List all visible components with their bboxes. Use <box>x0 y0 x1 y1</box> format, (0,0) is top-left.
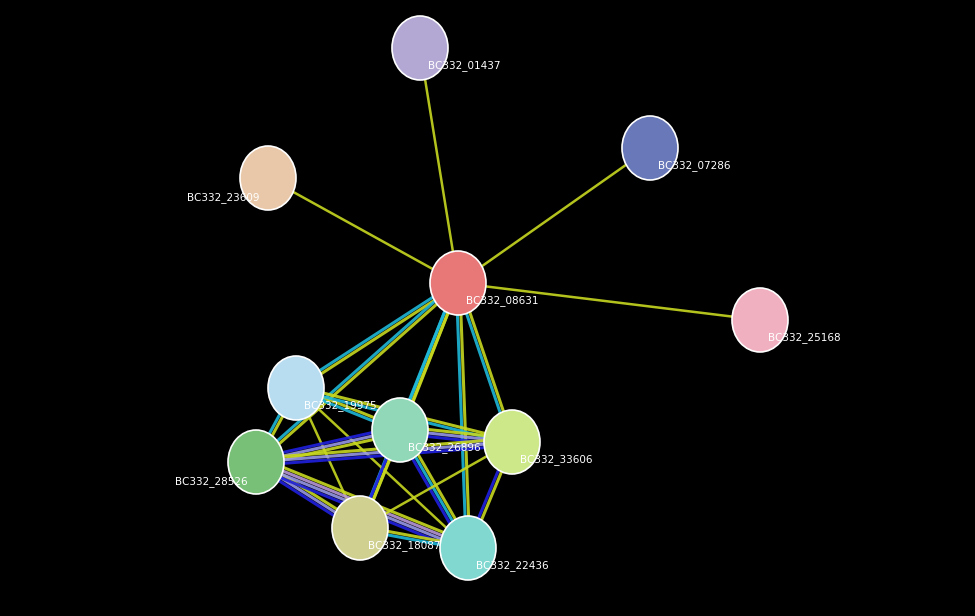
Ellipse shape <box>372 398 428 462</box>
Ellipse shape <box>430 251 486 315</box>
Text: BC332_22436: BC332_22436 <box>476 560 549 571</box>
Ellipse shape <box>440 516 496 580</box>
Text: BC332_01437: BC332_01437 <box>428 60 500 71</box>
Text: BC332_23609: BC332_23609 <box>187 192 260 203</box>
Text: BC332_28526: BC332_28526 <box>176 476 248 487</box>
Ellipse shape <box>392 16 448 80</box>
Ellipse shape <box>240 146 296 210</box>
Text: BC332_33606: BC332_33606 <box>520 454 593 465</box>
Text: BC332_07286: BC332_07286 <box>658 160 730 171</box>
Text: BC332_08631: BC332_08631 <box>466 295 538 306</box>
Ellipse shape <box>484 410 540 474</box>
Text: BC332_25168: BC332_25168 <box>768 332 840 343</box>
Ellipse shape <box>228 430 284 494</box>
Text: BC332_26896: BC332_26896 <box>408 442 481 453</box>
Ellipse shape <box>332 496 388 560</box>
Ellipse shape <box>732 288 788 352</box>
Ellipse shape <box>622 116 678 180</box>
Text: BC332_19975: BC332_19975 <box>304 400 376 411</box>
Text: BC332_18087: BC332_18087 <box>368 540 441 551</box>
Ellipse shape <box>268 356 324 420</box>
